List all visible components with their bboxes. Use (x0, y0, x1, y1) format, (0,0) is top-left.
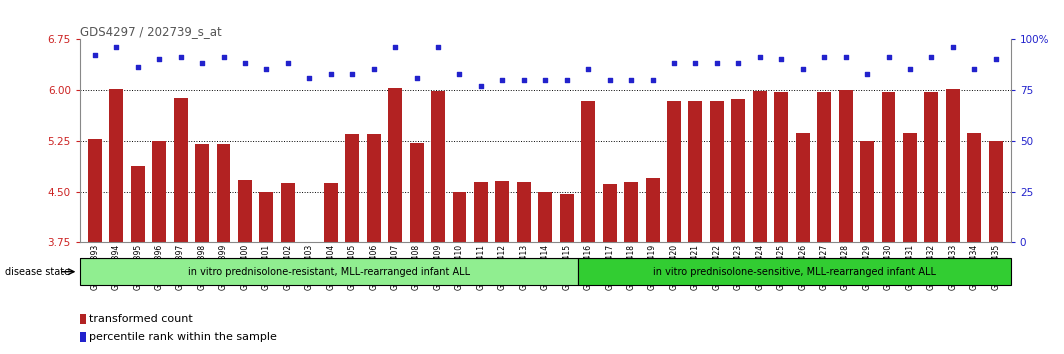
Bar (946, 89, 960, 242)
Text: disease state: disease state (5, 267, 70, 277)
Text: percentile rank within the sample: percentile rank within the sample (89, 332, 278, 342)
Point (751, 55, 768, 60)
Text: in vitro prednisolone-sensitive, MLL-rearranged infant ALL: in vitro prednisolone-sensitive, MLL-rea… (653, 267, 936, 277)
Bar (560, 194, 573, 242)
Point (194, 61, 211, 66)
Bar (925, 92, 938, 242)
Bar (538, 192, 552, 242)
Bar (967, 133, 981, 242)
Point (794, 67, 811, 72)
Bar (281, 183, 295, 242)
Point (344, 71, 361, 76)
Bar (367, 134, 381, 242)
Point (966, 67, 983, 72)
Bar (110, 89, 123, 242)
Point (494, 77, 511, 82)
Bar (753, 91, 767, 242)
Point (107, 44, 124, 50)
Bar (988, 141, 1002, 242)
Bar (410, 143, 423, 242)
Text: transformed count: transformed count (89, 314, 194, 324)
Bar (838, 90, 852, 242)
Point (365, 67, 382, 72)
Bar (581, 101, 595, 242)
Bar (496, 182, 510, 242)
Point (772, 57, 789, 62)
Bar (388, 88, 402, 242)
Bar (667, 101, 681, 242)
Bar (323, 183, 337, 242)
Point (215, 55, 232, 60)
Point (280, 61, 297, 66)
Point (536, 77, 553, 82)
Point (837, 55, 854, 60)
Bar (80, 314, 86, 324)
Bar (817, 92, 831, 242)
Bar (882, 92, 896, 242)
Bar (517, 182, 531, 242)
Point (859, 71, 876, 76)
Point (430, 44, 447, 50)
Point (709, 61, 726, 66)
Bar (217, 144, 231, 242)
Bar (688, 101, 702, 242)
Point (816, 55, 833, 60)
Bar (473, 182, 488, 242)
Bar (345, 134, 360, 242)
Point (236, 61, 253, 66)
Point (665, 61, 682, 66)
Point (515, 77, 532, 82)
Point (322, 71, 339, 76)
Bar (88, 139, 102, 242)
Point (129, 65, 146, 70)
Point (301, 75, 318, 80)
Point (945, 44, 962, 50)
Bar (731, 99, 746, 242)
Point (472, 83, 489, 88)
Bar (860, 141, 874, 242)
Point (451, 71, 468, 76)
Bar (796, 133, 810, 242)
Point (644, 77, 661, 82)
Bar (625, 182, 638, 242)
Point (172, 55, 189, 60)
Point (151, 57, 168, 62)
Point (559, 77, 576, 82)
Bar (710, 101, 724, 242)
Bar (260, 192, 273, 242)
Bar (80, 258, 578, 285)
Point (86, 52, 103, 58)
Point (409, 75, 426, 80)
Text: in vitro prednisolone-resistant, MLL-rearranged infant ALL: in vitro prednisolone-resistant, MLL-rea… (187, 267, 470, 277)
Bar (152, 141, 166, 242)
Bar (80, 332, 86, 343)
Point (901, 67, 918, 72)
Bar (646, 178, 660, 242)
Point (922, 55, 940, 60)
Bar (578, 258, 1011, 285)
Bar (173, 98, 187, 242)
Bar (775, 92, 788, 242)
Point (257, 67, 275, 72)
Bar (131, 166, 145, 242)
Bar (602, 184, 617, 242)
Bar (195, 144, 209, 242)
Point (601, 77, 618, 82)
Bar (903, 133, 917, 242)
Point (622, 77, 639, 82)
Point (730, 61, 747, 66)
Bar (452, 192, 466, 242)
Point (687, 61, 704, 66)
Text: GDS4297 / 202739_s_at: GDS4297 / 202739_s_at (80, 25, 221, 38)
Bar (431, 91, 445, 242)
Bar (238, 180, 252, 242)
Point (987, 57, 1004, 62)
Point (580, 67, 597, 72)
Point (386, 44, 403, 50)
Point (880, 55, 897, 60)
